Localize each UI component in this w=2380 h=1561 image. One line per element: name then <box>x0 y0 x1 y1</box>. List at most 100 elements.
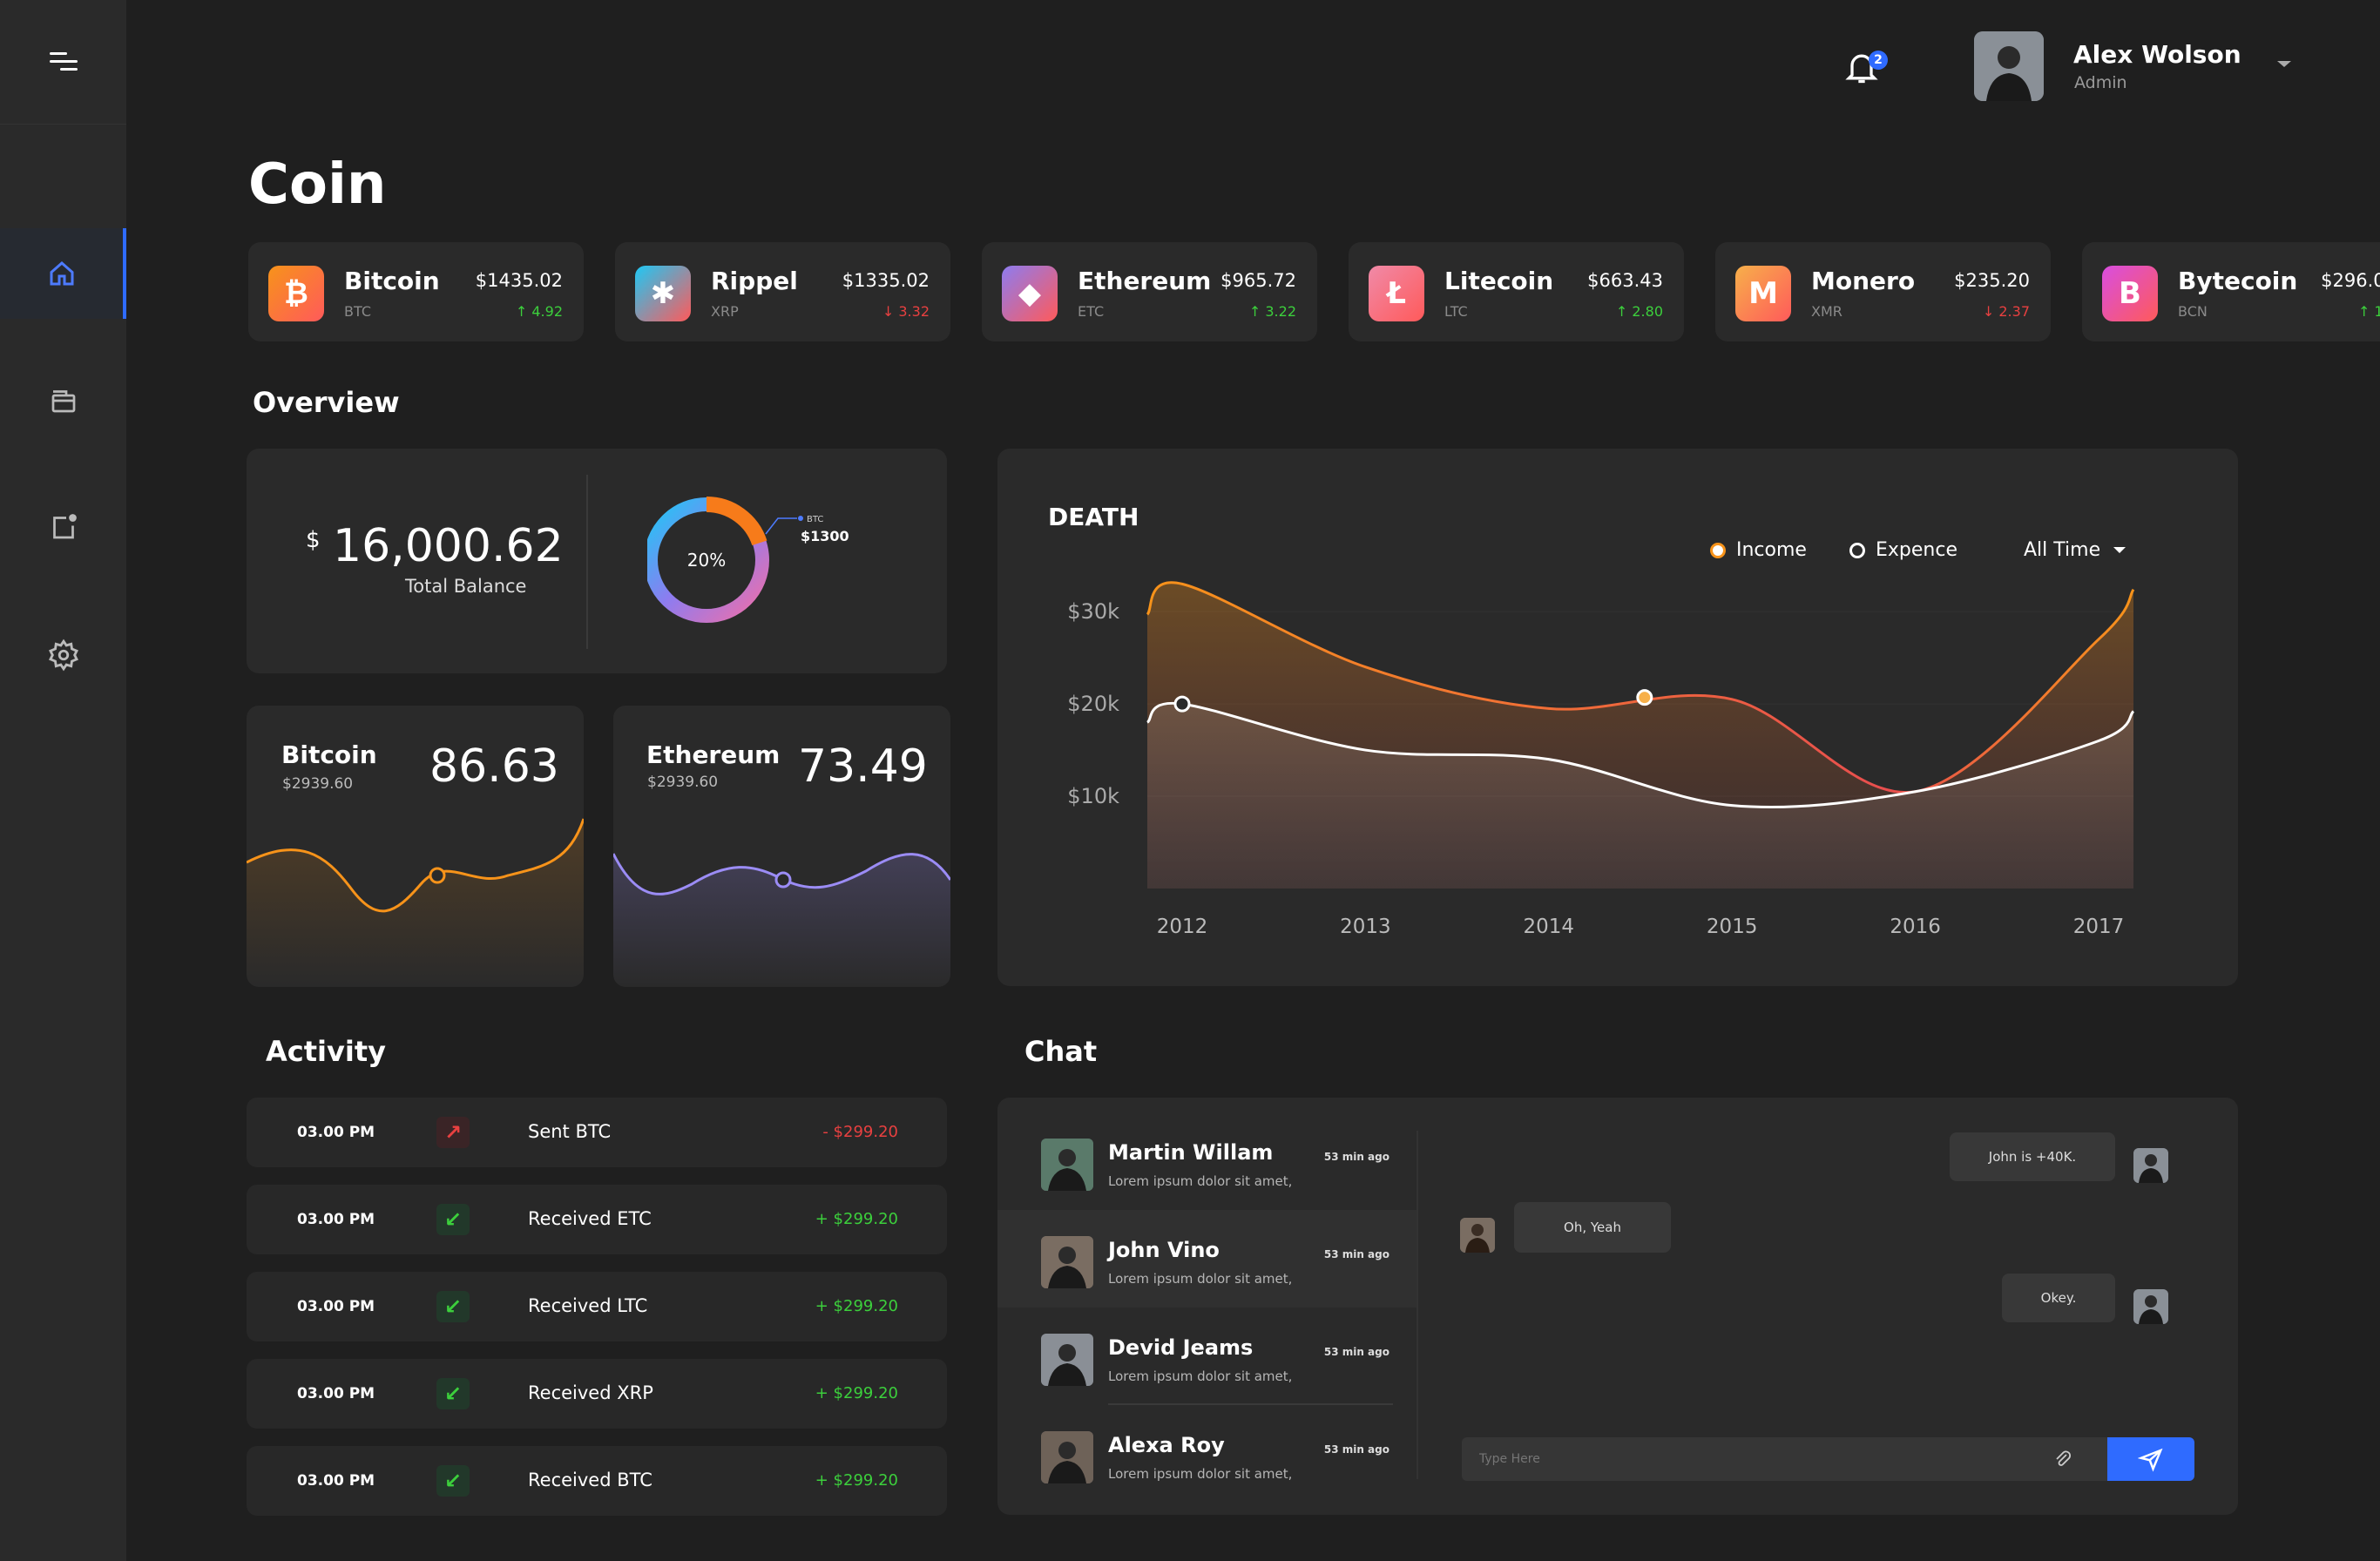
y-tick-label: $20k <box>1067 692 1119 716</box>
bitcoin-icon: ₿ <box>268 266 324 321</box>
y-tick-label: $30k <box>1067 599 1119 624</box>
chat-message-input[interactable] <box>1479 1444 2002 1474</box>
coin-card-bitcoin[interactable]: ₿ Bitcoin BTC $1435.02 ↑ 4.92 <box>248 242 584 341</box>
activity-amount: + $299.20 <box>815 1210 898 1228</box>
time-filter-dropdown[interactable]: All Time <box>2024 539 2128 561</box>
activity-description: Sent BTC <box>528 1121 612 1142</box>
x-tick-label: 2015 <box>1707 916 1758 938</box>
activity-row[interactable]: 03.00 PM ↙ Received BTC + $299.20 <box>247 1446 947 1516</box>
coin-symbol: LTC <box>1444 303 1468 320</box>
coin-card-litecoin[interactable]: Ł Litecoin LTC $663.43 ↑ 2.80 <box>1349 242 1684 341</box>
coin-card-monero[interactable]: M Monero XMR $235.20 ↓ 2.37 <box>1715 242 2051 341</box>
activity-row[interactable]: 03.00 PM ↙ Received ETC + $299.20 <box>247 1185 947 1254</box>
activity-amount: + $299.20 <box>815 1297 898 1315</box>
chat-contact-name: Martin Willam <box>1108 1140 1274 1165</box>
donut-legend-value: $1300 <box>801 528 849 544</box>
legend-income-label: Income <box>1736 539 1807 561</box>
activity-time: 03.00 PM <box>297 1385 375 1402</box>
arrow-down-left-icon: ↙ <box>436 1291 470 1322</box>
user-role: Admin <box>2074 73 2127 92</box>
coin-name: Ethereum <box>1078 267 1212 295</box>
coin-name: Litecoin <box>1444 267 1554 295</box>
coin-price: $1435.02 <box>475 270 563 291</box>
home-icon <box>50 261 73 286</box>
chat-contact-time: 53 min ago <box>1323 1248 1389 1260</box>
sidebar-item-wallet[interactable] <box>0 355 126 446</box>
mini-chart-value: 86.63 <box>429 740 559 793</box>
x-tick-label: 2017 <box>2073 916 2125 938</box>
legend-income[interactable]: Income <box>1710 539 1807 561</box>
mini-chart-ethereum[interactable]: Ethereum $2939.60 73.49 <box>613 706 950 987</box>
chevron-down-icon <box>2113 546 2126 553</box>
send-button[interactable] <box>2107 1437 2194 1481</box>
activity-title: Activity <box>266 1035 386 1068</box>
total-balance-label: Total Balance <box>405 576 527 597</box>
chat-contact-item[interactable]: Devid Jeams Lorem ipsum dolor sit amet, 53… <box>997 1308 1417 1405</box>
activity-time: 03.00 PM <box>297 1472 375 1490</box>
activity-row[interactable]: 03.00 PM ↙ Received LTC + $299.20 <box>247 1272 947 1341</box>
coin-price: $296.02 <box>2321 270 2380 291</box>
user-menu-chevron-icon[interactable] <box>2274 54 2295 75</box>
expence-series-line <box>1146 701 2135 809</box>
arrow-up-icon: ↑ <box>1615 303 1633 320</box>
sidebar-item-settings[interactable] <box>0 610 126 700</box>
chat-contact-item[interactable]: Martin Willam Lorem ipsum dolor sit amet,… <box>997 1112 1417 1210</box>
menu-icon[interactable] <box>48 49 79 75</box>
chat-contact-item[interactable]: John Vino Lorem ipsum dolor sit amet, 53 m… <box>997 1210 1417 1308</box>
gear-icon <box>48 639 78 672</box>
mini-chart-marker <box>429 867 446 884</box>
income-point <box>1729 697 1734 702</box>
avatar[interactable] <box>1974 31 2044 101</box>
sidebar-item-transactions[interactable] <box>0 482 126 572</box>
activity-row[interactable]: 03.00 PM ↙ Received XRP + $299.20 <box>247 1359 947 1429</box>
income-point <box>1546 706 1552 711</box>
notification-button[interactable]: 2 <box>1842 48 1888 91</box>
mini-chart-line <box>247 818 584 913</box>
mini-chart-name: Ethereum <box>646 740 781 769</box>
chat-contact-name: John Vino <box>1108 1238 1220 1262</box>
coin-card-bytecoin[interactable]: B Bytecoin BCN $296.02 ↑ 1.9 <box>2082 242 2380 341</box>
arrow-up-icon: ↑ <box>2358 303 2375 320</box>
activity-description: Received BTC <box>528 1470 652 1490</box>
rippel-icon: ✱ <box>635 266 691 321</box>
coin-symbol: ETC <box>1078 303 1105 320</box>
coin-card-ethereum[interactable]: ◆ Ethereum ETC $965.72 ↑ 3.22 <box>982 242 1317 341</box>
chat-contact-item[interactable]: Alexa Roy Lorem ipsum dolor sit amet, 53 m… <box>997 1405 1417 1503</box>
user-name: Alex Wolson <box>2073 40 2241 69</box>
coin-name: Bytecoin <box>2178 267 2298 295</box>
chat-contact-preview: Lorem ipsum dolor sit amet, <box>1108 1368 1293 1384</box>
notification-badge: 2 <box>1869 51 1888 70</box>
currency-symbol: $ <box>306 527 321 553</box>
arrow-down-icon: ↓ <box>1982 303 1999 320</box>
chart-title: DEATH <box>1048 503 1139 531</box>
coin-name: Monero <box>1811 267 1916 295</box>
legend-expence[interactable]: Expence <box>1849 539 1957 561</box>
coin-change: ↑ 3.22 <box>1248 303 1296 320</box>
x-tick-label: 2016 <box>1890 916 1941 938</box>
send-icon <box>2138 1448 2163 1472</box>
arrow-up-icon: ↑ <box>515 303 532 320</box>
coin-symbol: BCN <box>2178 303 2208 320</box>
balance-donut: 20% BTC $1300 <box>647 497 849 623</box>
mini-chart-price: $2939.60 <box>647 774 719 791</box>
menu-toggle[interactable] <box>0 0 126 125</box>
chat-sender-avatar <box>2133 1148 2168 1183</box>
activity-time: 03.00 PM <box>297 1124 375 1141</box>
activity-description: Received ETC <box>528 1208 652 1229</box>
ethereum-icon: ◆ <box>1002 266 1058 321</box>
wallet-icon <box>51 390 75 413</box>
legend-income-marker <box>1710 542 1726 558</box>
mini-chart-bitcoin[interactable]: Bitcoin $2939.60 86.63 <box>247 706 584 987</box>
document-icon <box>52 514 77 539</box>
attachment-icon[interactable] <box>2052 1449 2073 1470</box>
sidebar-item-home[interactable] <box>0 228 126 319</box>
chat-contact-time: 53 min ago <box>1323 1151 1389 1163</box>
main-chart-plot: $30k $20k $10k 2012 2013 2014 2015 2016 2017 <box>1067 581 2135 938</box>
x-tick-label: 2014 <box>1524 916 1575 938</box>
coin-card-rippel[interactable]: ✱ Rippel XRP $1335.02 ↓ 3.32 <box>615 242 950 341</box>
avatar <box>1041 1139 1093 1191</box>
activity-row[interactable]: 03.00 PM ↗ Sent BTC - $299.20 <box>247 1098 947 1167</box>
activity-time: 03.00 PM <box>297 1211 375 1228</box>
chat-title: Chat <box>1024 1035 1098 1068</box>
legend-expence-label: Expence <box>1876 539 1957 561</box>
